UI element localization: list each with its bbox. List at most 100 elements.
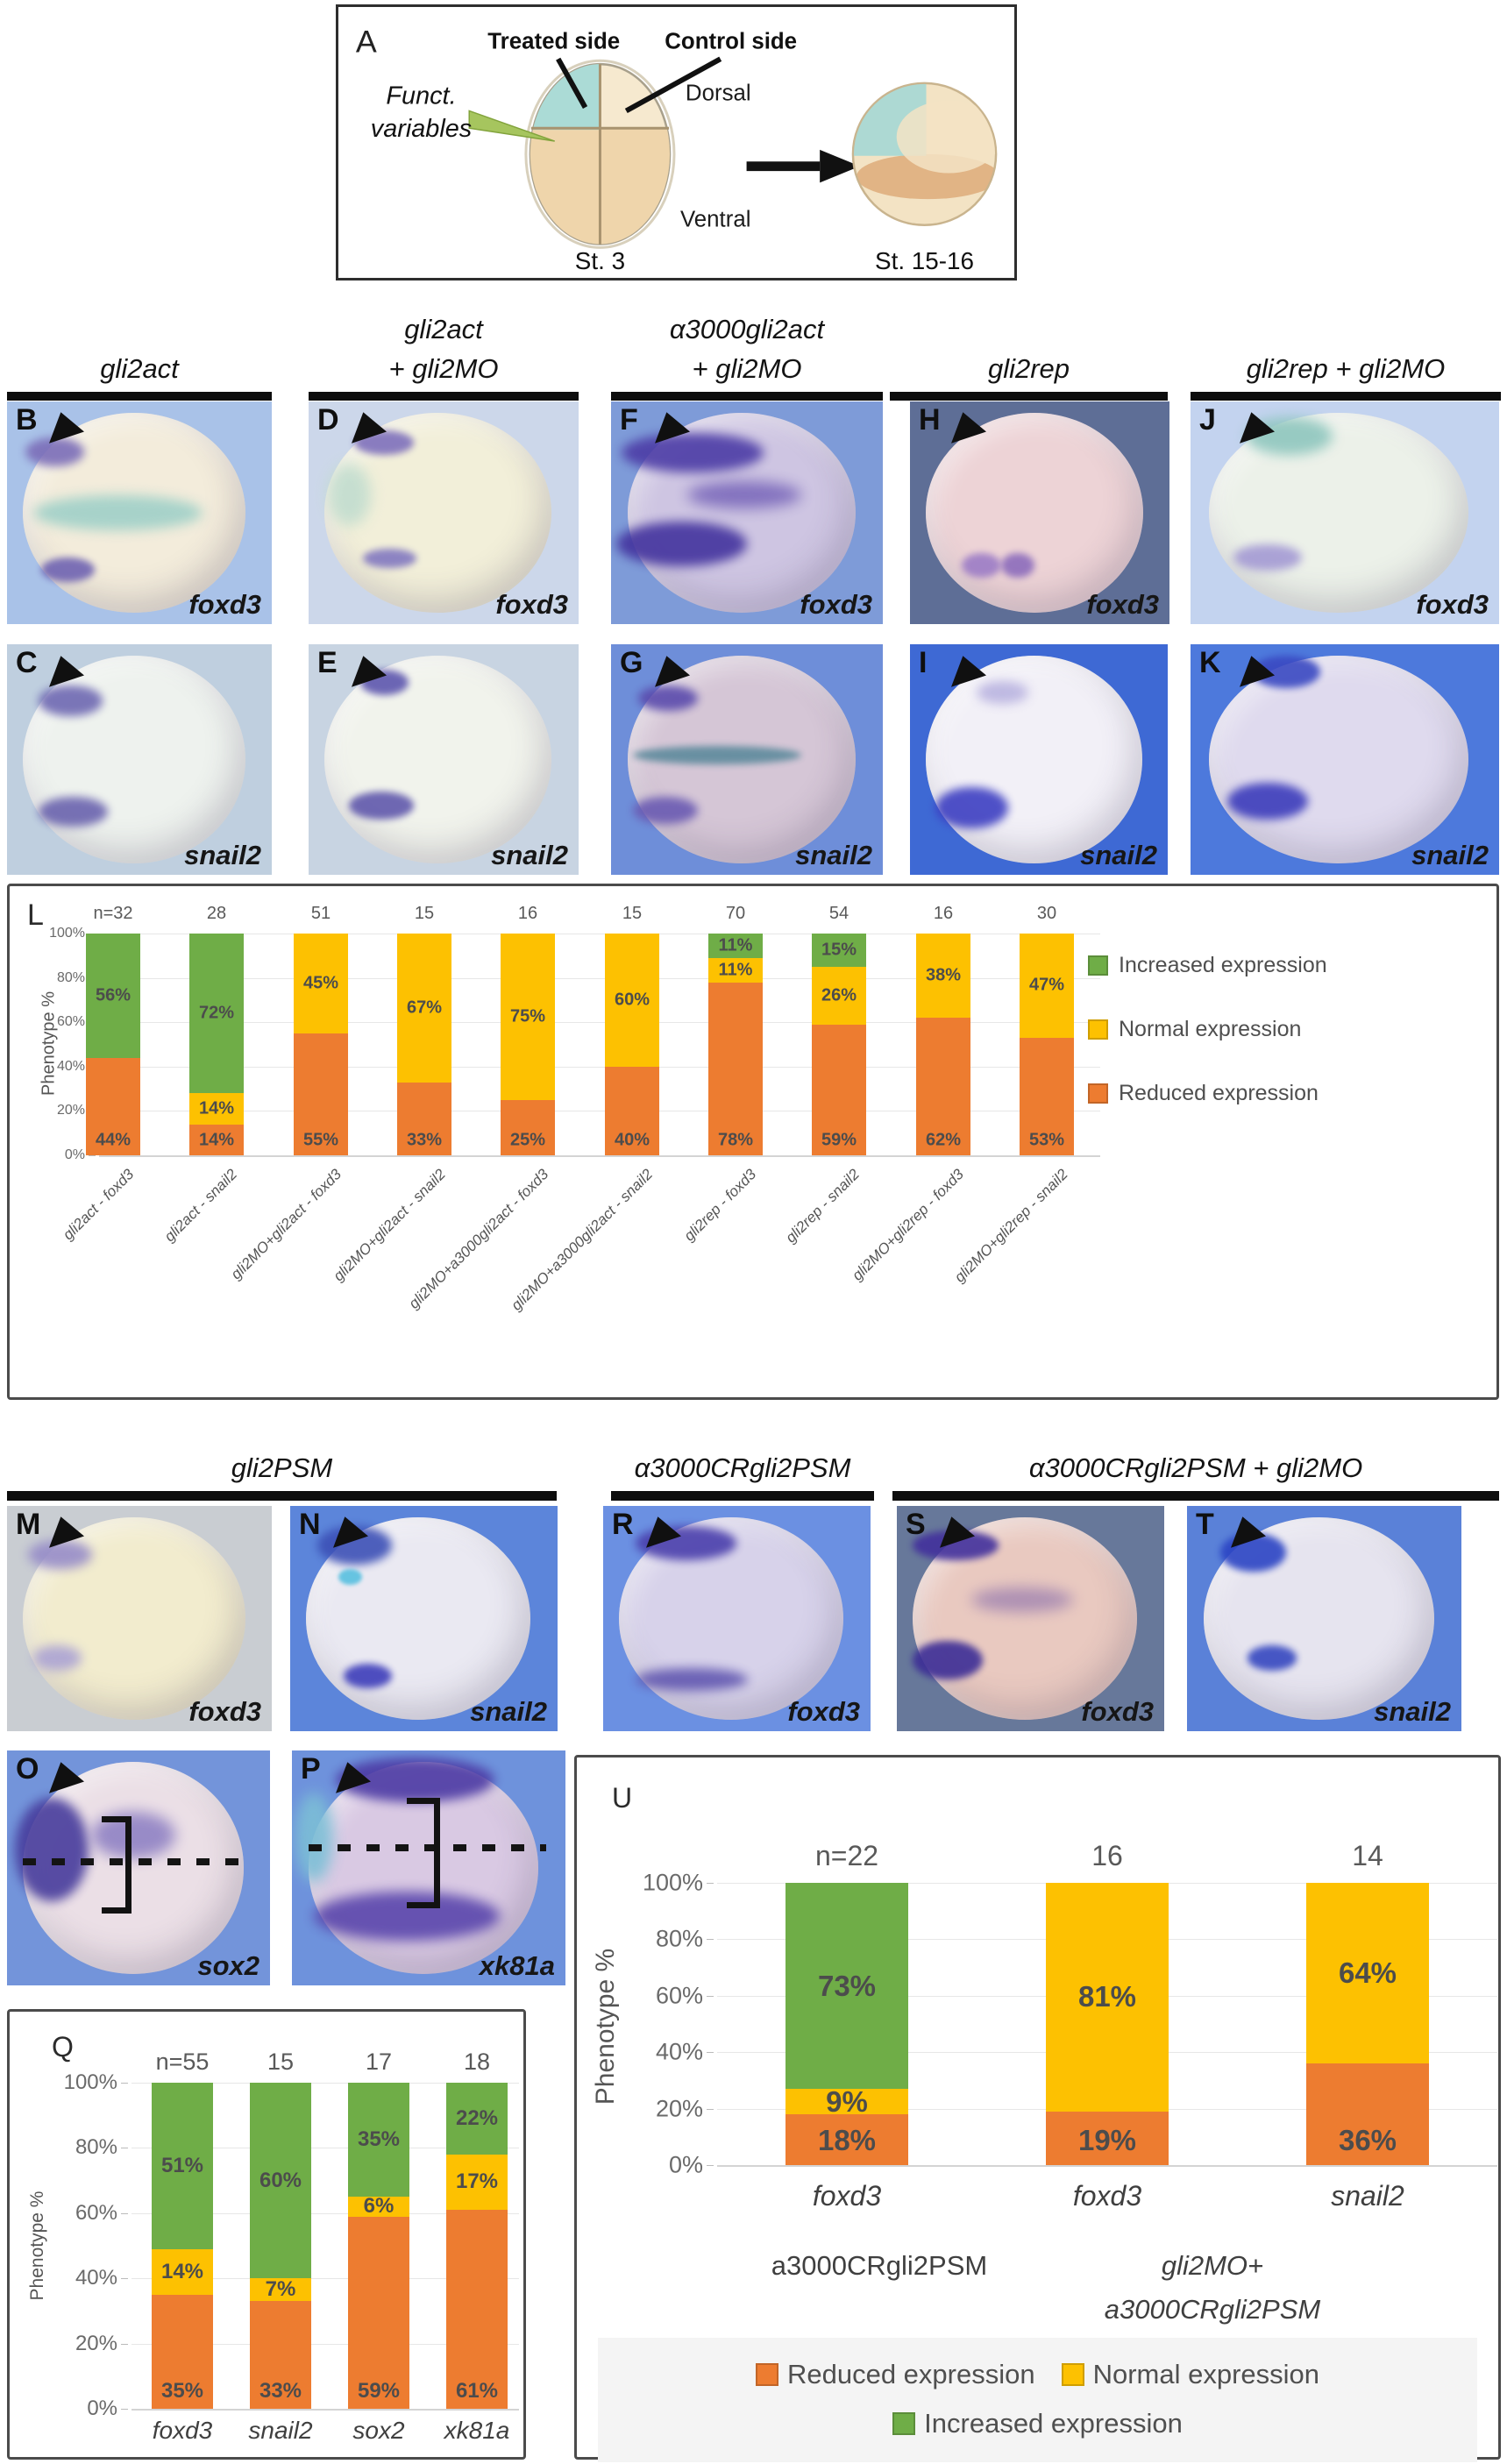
bar-segment-increased	[250, 2083, 311, 2279]
bar-segment-normal	[605, 934, 659, 1067]
percent-label: 56%	[95, 985, 132, 1005]
gridline	[99, 1155, 1100, 1157]
bar-segment-reduced	[708, 982, 763, 1155]
control-side-label: Control side	[665, 29, 797, 53]
tick-mark	[121, 2409, 128, 2410]
group-header-gli2psm: gli2PSM	[7, 1438, 557, 1488]
percent-label: 67%	[406, 998, 443, 1018]
legend: Reduced expression Normal expression Incre…	[598, 2338, 1477, 2462]
percent-label: 19%	[1077, 2123, 1137, 2156]
percent-label: 14%	[160, 2259, 204, 2283]
n-count-label: 30	[1036, 904, 1057, 923]
stain-blob	[686, 481, 801, 508]
group-header-gli2act: gli2act	[7, 301, 272, 388]
percent-label: 35%	[357, 2127, 401, 2152]
tick-mark	[89, 1155, 96, 1156]
gene-label: foxd3	[1086, 589, 1159, 620]
schematic-panel: A Treated side Control side Funct. varia…	[336, 4, 1017, 280]
gridline	[132, 2409, 519, 2411]
gene-label: foxd3	[495, 589, 568, 620]
percent-label: 60%	[614, 990, 650, 1010]
group-header-line: α3000gli2act	[669, 314, 825, 344]
dorsal-label: Dorsal	[686, 82, 751, 106]
panel-letter-J: J	[1199, 403, 1216, 437]
x-axis-label: snail2	[1331, 2180, 1404, 2212]
y-axis-title: Phenotype %	[39, 991, 59, 1096]
x-axis-label: sox2	[352, 2417, 405, 2444]
stain-blob	[977, 681, 1029, 705]
percent-label: 9%	[826, 2084, 868, 2118]
x-axis-label-text: gli2act - snail2	[161, 1166, 241, 1246]
stain-blob	[362, 548, 417, 569]
group-header-line: + gli2MO	[388, 353, 499, 384]
n-count-label: 28	[206, 904, 227, 923]
gridline	[99, 1066, 1100, 1068]
percent-label: 35%	[160, 2378, 204, 2403]
header-underline	[611, 1491, 874, 1501]
tick-mark	[121, 2083, 128, 2084]
bar-segment-normal	[812, 966, 866, 1025]
panel-letter-M: M	[16, 1508, 41, 1541]
stain-blob	[33, 494, 203, 531]
arrowhead-icon	[331, 1515, 371, 1550]
gene-label: foxd3	[188, 589, 261, 620]
percent-label: 15%	[821, 940, 857, 960]
group-header-line: + gli2MO	[692, 353, 802, 384]
group-header-a3000gli2act-gli2mo: α3000gli2act + gli2MO	[611, 301, 883, 388]
arrowhead-icon	[652, 410, 693, 445]
percent-label: 18%	[817, 2123, 877, 2156]
arrowhead-icon	[949, 410, 989, 445]
legend-swatch-reduced	[1088, 1083, 1108, 1104]
embryo-st15-highlight	[896, 100, 996, 174]
percent-label: 73%	[817, 1969, 877, 2002]
bar-segment-reduced	[501, 1099, 555, 1155]
n-count-label: 16	[933, 904, 954, 923]
stage-3-label: St. 3	[575, 247, 625, 274]
gene-label: snail2	[470, 1696, 547, 1727]
x-axis-label-text: gli2MO+gli2act - foxd3	[228, 1166, 345, 1283]
percent-label: 11%	[718, 935, 753, 955]
legend-label: Normal expression	[1119, 1017, 1302, 1041]
tick-mark	[707, 2165, 714, 2166]
bracket-marker	[102, 1816, 132, 1914]
bar-segment-normal	[294, 934, 348, 1033]
x-axis-label-text: gli2MO+gli2rep - snail2	[950, 1166, 1071, 1286]
funct-variables-label-2: variables	[371, 115, 472, 143]
x-axis-label: snail2	[248, 2417, 313, 2444]
stain-blob	[1000, 552, 1035, 578]
bar-segment-reduced	[916, 1018, 970, 1155]
gridline	[132, 2278, 519, 2280]
stain-blob	[935, 787, 1008, 829]
arrowhead-icon	[937, 1515, 977, 1550]
stage-15-16-label: St. 15-16	[875, 247, 974, 274]
header-underline	[611, 392, 883, 401]
stain-blob	[327, 464, 371, 527]
bar-segment-normal	[501, 934, 555, 1100]
x-axis-label-text: gli2rep - snail2	[782, 1166, 864, 1246]
header-underline	[7, 392, 272, 401]
legend-item: Normal expression	[1061, 2359, 1319, 2390]
stain-blob	[25, 437, 84, 466]
y-tick-label: 60%	[75, 2200, 117, 2225]
y-tick-label: 0%	[668, 2151, 703, 2178]
percent-label: 60%	[259, 2168, 302, 2192]
dashed-line	[308, 1844, 547, 1852]
y-axis-title: Phenotype %	[27, 2191, 47, 2301]
stain-blob	[632, 745, 801, 764]
stain-blob	[15, 1797, 89, 1901]
percent-label: 44%	[95, 1130, 132, 1150]
panel-letter-E: E	[317, 646, 338, 679]
group-label: a3000CRgli2PSM	[1104, 2294, 1321, 2325]
bar-segment-reduced	[86, 1057, 140, 1155]
group-header-line: gli2rep + gli2MO	[1246, 353, 1446, 384]
group-header-line: gli2act	[100, 353, 179, 384]
y-tick-label: 20%	[655, 2095, 703, 2122]
gridline	[132, 2212, 519, 2214]
stain-blob	[1247, 1645, 1297, 1671]
